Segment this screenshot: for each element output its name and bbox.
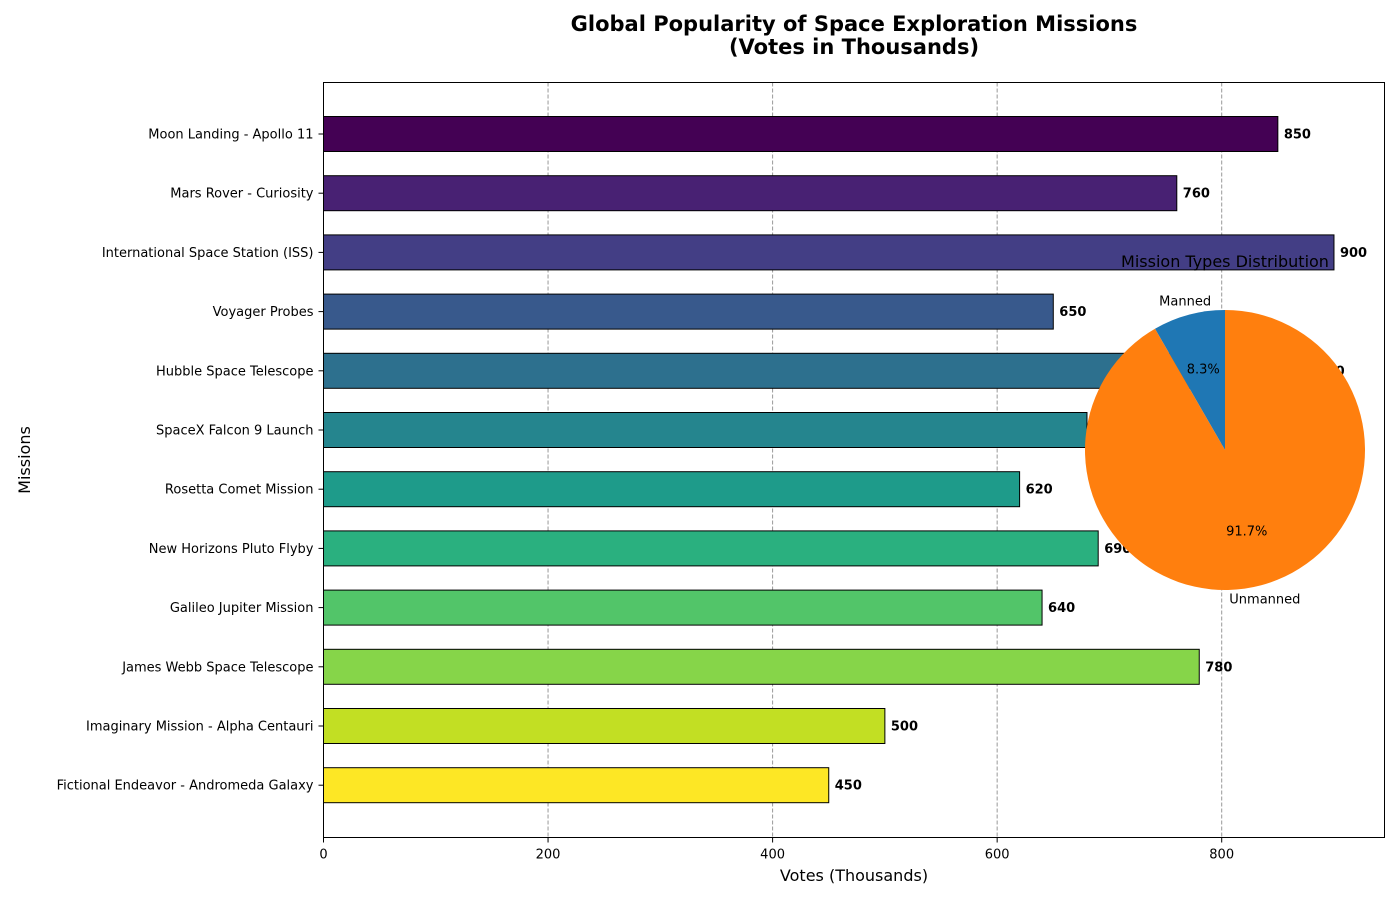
y-tick-label: New Horizons Pluto Flyby bbox=[149, 542, 314, 557]
pie-slice-label: Unmanned bbox=[1229, 592, 1300, 607]
bar bbox=[323, 589, 1043, 626]
bar bbox=[323, 767, 830, 804]
y-tick-label: Rosetta Comet Mission bbox=[165, 483, 314, 498]
bar bbox=[323, 412, 1088, 448]
x-tick-label: 200 bbox=[536, 848, 561, 863]
bar bbox=[323, 293, 1054, 330]
x-tick-label: 0 bbox=[319, 848, 327, 863]
bar bbox=[323, 471, 1021, 508]
y-tick-label: SpaceX Falcon 9 Launch bbox=[156, 424, 313, 439]
pie-title: Mission Types Distribution bbox=[1121, 252, 1329, 271]
x-tick-label: 400 bbox=[760, 848, 785, 863]
bar-value-label: 500 bbox=[891, 720, 918, 735]
y-tick-label: Voyager Probes bbox=[213, 305, 314, 320]
pie-percent-label: 8.3% bbox=[1187, 362, 1220, 377]
y-tick-label: James Webb Space Telescope bbox=[121, 660, 313, 675]
pie-slice bbox=[1084, 310, 1365, 590]
x-tick-label: 600 bbox=[985, 848, 1010, 863]
bar bbox=[323, 175, 1178, 212]
bar bbox=[323, 530, 1099, 567]
plot-area-frame bbox=[323, 82, 1385, 838]
bar-value-label: 640 bbox=[1048, 601, 1075, 616]
chart-title-line-1: Global Popularity of Space Exploration M… bbox=[571, 12, 1138, 36]
bar-value-label: 780 bbox=[1205, 660, 1232, 675]
bar-value-label: 850 bbox=[1284, 128, 1311, 143]
chart-title-line-2: (Votes in Thousands) bbox=[729, 35, 979, 59]
bar-value-label: 620 bbox=[1026, 483, 1053, 498]
bar-value-label: 450 bbox=[835, 779, 862, 794]
bar-value-label: 650 bbox=[1059, 305, 1086, 320]
y-tick-label: Fictional Endeavor - Andromeda Galaxy bbox=[57, 779, 314, 794]
x-tick-label: 800 bbox=[1209, 848, 1234, 863]
bar-value-label: 900 bbox=[1340, 246, 1367, 261]
y-tick-label: Moon Landing - Apollo 11 bbox=[148, 128, 313, 143]
y-tick-label: International Space Station (ISS) bbox=[102, 246, 314, 261]
y-tick-label: Imaginary Mission - Alpha Centauri bbox=[86, 720, 314, 735]
bar-value-label: 760 bbox=[1183, 187, 1210, 202]
y-tick-label: Mars Rover - Curiosity bbox=[170, 187, 314, 202]
bar bbox=[323, 708, 886, 744]
pie-slice-label: Manned bbox=[1159, 295, 1211, 310]
y-axis-label: Missions bbox=[15, 426, 34, 494]
bar bbox=[323, 116, 1279, 152]
y-tick-label: Hubble Space Telescope bbox=[156, 364, 313, 379]
pie-slice bbox=[1155, 310, 1225, 450]
pie-percent-label: 91.7% bbox=[1226, 525, 1267, 540]
bar bbox=[323, 648, 1200, 685]
bar bbox=[323, 234, 1335, 271]
y-tick-label: Galileo Jupiter Mission bbox=[170, 601, 314, 616]
x-axis-label: Votes (Thousands) bbox=[780, 866, 928, 885]
